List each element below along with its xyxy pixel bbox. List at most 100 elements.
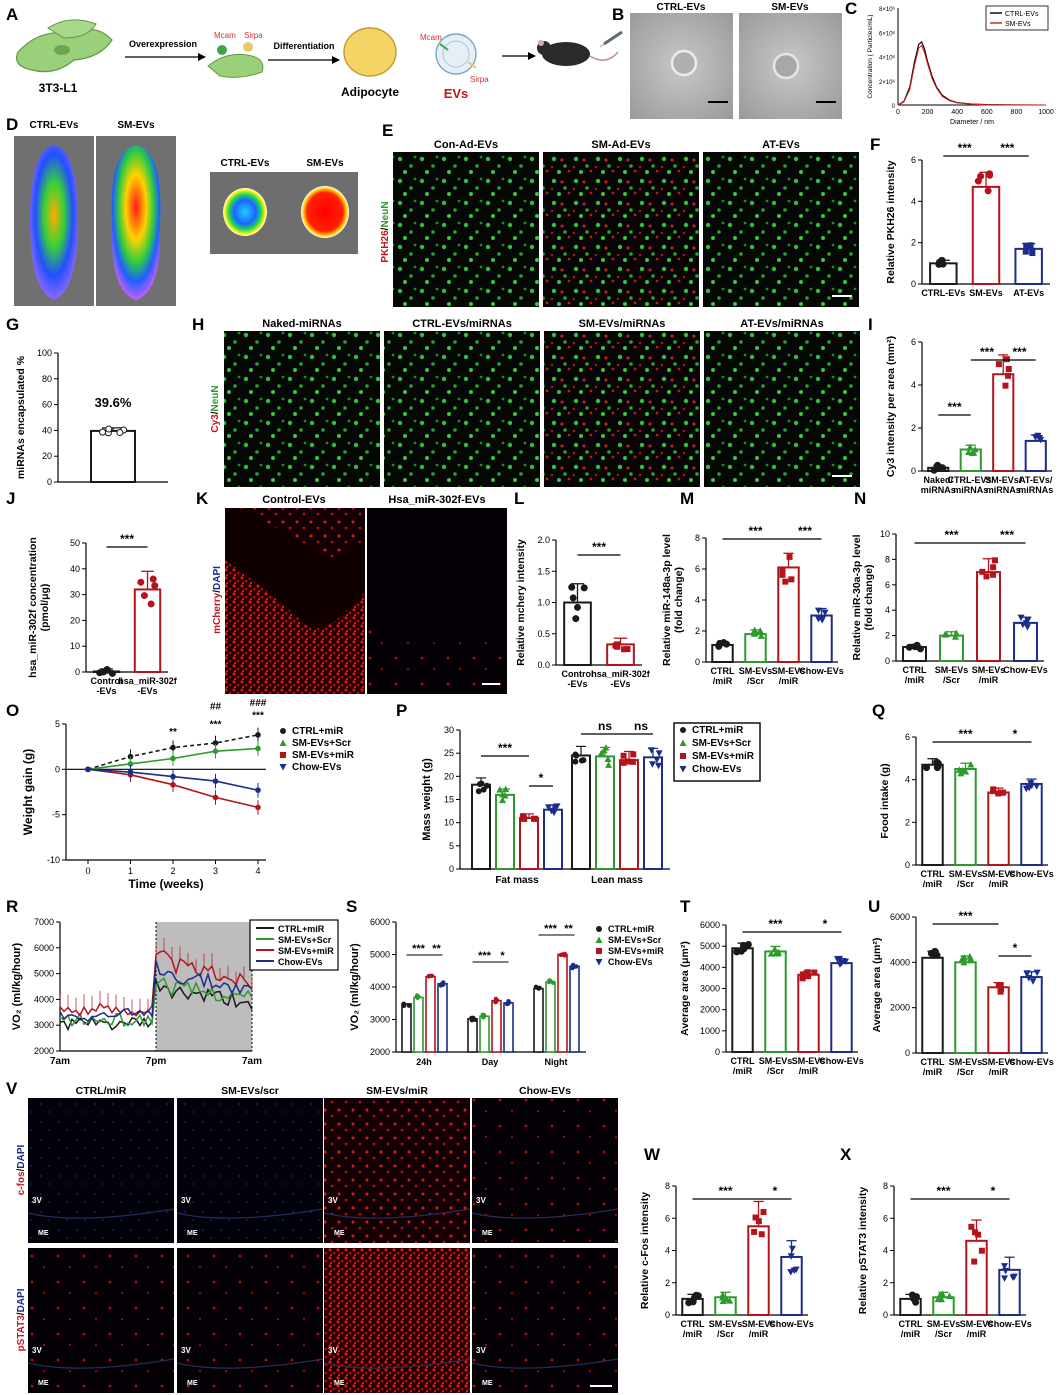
- data-point: [804, 969, 811, 976]
- micrograph-h-1: [224, 331, 380, 487]
- data-point: [990, 564, 997, 571]
- data-point: [933, 758, 941, 766]
- bar: [467, 1018, 478, 1053]
- data-point: [960, 958, 968, 966]
- value-label: 39.6%: [95, 395, 132, 410]
- data-point: [715, 642, 723, 650]
- panel-letter-w: W: [644, 1145, 661, 1164]
- bar: [954, 961, 977, 1054]
- x-tick-label: /miR: [683, 1329, 703, 1339]
- stain-e-a: PKH26: [380, 230, 391, 263]
- data-point: [685, 1299, 693, 1307]
- legend-box: [985, 5, 1049, 31]
- y-tick-label: 6: [885, 580, 890, 590]
- x-tick-label: 24h: [416, 1057, 432, 1067]
- label-me: ME: [482, 1230, 493, 1237]
- stain-label-k: mCherry/DAPI: [212, 566, 223, 634]
- adipocyte-label: Adipocyte: [341, 85, 399, 99]
- tem-images: CTRL-EVs SM-EVs: [630, 2, 842, 119]
- data-point: [1023, 242, 1030, 249]
- series-line: [897, 40, 1047, 106]
- y-tick-label: 20: [42, 451, 52, 461]
- data-point: [147, 600, 155, 608]
- data-point: [758, 1231, 765, 1238]
- y-tick-label: 100: [37, 348, 52, 358]
- data-point: [910, 1295, 918, 1303]
- x-tick-label: Chow-EVs: [1003, 665, 1048, 675]
- micrograph-h-title-4: AT-EVs/miRNAs: [740, 318, 824, 330]
- y-tick-label: 15: [444, 795, 454, 805]
- data-point: [1029, 250, 1036, 257]
- x-tick-label: /miR: [901, 1329, 921, 1339]
- x-tick-label: Night: [545, 1057, 568, 1067]
- data-point: [212, 748, 219, 754]
- x-tick-label: Control: [91, 676, 123, 686]
- stain-v-sep: /: [16, 1168, 27, 1171]
- data-point: [1002, 382, 1009, 389]
- data-point: [998, 986, 1005, 993]
- x-tick-label: CTRL: [899, 1319, 923, 1329]
- label-me: ME: [334, 1380, 345, 1387]
- y-tick-label: 60: [42, 400, 52, 410]
- sig-label: ***: [120, 532, 134, 546]
- data-point: [1022, 248, 1029, 255]
- legend-marker: [279, 739, 287, 746]
- micrographs-k: Control-EVs Hsa_miR-302f-EVs mCherry/DAP…: [212, 494, 507, 694]
- data-point: [647, 747, 655, 754]
- x-tick-label: SM-EVs: [972, 665, 1006, 675]
- sig-label: **: [432, 943, 441, 955]
- sig-label: ##: [210, 701, 222, 712]
- data-point: [127, 769, 134, 775]
- x-tick-label: CTRL-EVs/: [947, 475, 994, 485]
- y-axis-label: Relative miR-148a-3p level: [661, 534, 673, 666]
- y-tick-label: 7000: [34, 917, 54, 927]
- data-point: [1023, 970, 1031, 978]
- y-tick-label: 6×10⁶: [879, 30, 896, 37]
- bar: [619, 759, 639, 870]
- data-point: [406, 1003, 412, 1008]
- sig-label: ***: [958, 727, 972, 741]
- sig-label: ***: [1012, 345, 1026, 359]
- x-tick-label: /miR: [989, 879, 1009, 889]
- y-tick-label: 2×10⁶: [879, 79, 896, 86]
- legend-marker: [595, 959, 603, 966]
- y-tick-label: 30: [444, 725, 454, 735]
- legend-label: SM-EVs+miR: [692, 751, 755, 762]
- y-axis-label: VO₂ (ml/kg/hour): [11, 942, 23, 1030]
- data-point: [574, 603, 582, 611]
- data-point: [971, 1258, 978, 1265]
- legend-marker: [679, 739, 687, 746]
- y-tick-label: 8: [883, 1181, 888, 1191]
- label-3v: 3V: [476, 1346, 486, 1355]
- y-tick-label: 0: [665, 1310, 670, 1320]
- legend-label: SM-EVs+miR: [608, 946, 664, 956]
- y-tick-label: 2.0: [537, 535, 550, 545]
- x-tick-label: SM-EVs/: [985, 475, 1022, 485]
- data-point: [967, 955, 975, 962]
- bar: [1020, 976, 1043, 1054]
- x-tick-label: SM-EVs: [927, 1319, 961, 1329]
- bar: [479, 1015, 490, 1053]
- adipocyte-icon: [343, 27, 397, 77]
- sig-label: ***: [252, 711, 264, 722]
- x-tick-label: CTRL: [903, 665, 927, 675]
- panel-letter-f: F: [870, 135, 880, 154]
- x-tick-label: SM-EVs: [759, 1056, 793, 1066]
- bar: [543, 808, 563, 871]
- data-point: [755, 1218, 762, 1225]
- data-point: [934, 461, 942, 469]
- data-point: [774, 949, 782, 957]
- x-tick-label: SM-EVs: [949, 1057, 983, 1067]
- sig-label: *: [1013, 941, 1018, 955]
- data-point: [971, 445, 979, 453]
- data-point: [799, 975, 806, 982]
- data-point: [483, 782, 490, 789]
- syringe-icon: [599, 30, 623, 48]
- data-point: [692, 1291, 700, 1299]
- data-point: [1001, 1275, 1009, 1282]
- panel-letter-x: X: [840, 1145, 852, 1164]
- data-point: [578, 757, 585, 764]
- sig-label: ###: [250, 698, 267, 709]
- data-point: [760, 1209, 767, 1216]
